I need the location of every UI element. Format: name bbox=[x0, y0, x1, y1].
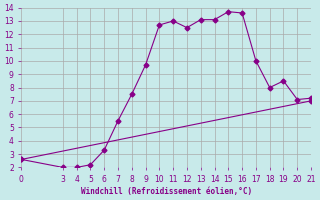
X-axis label: Windchill (Refroidissement éolien,°C): Windchill (Refroidissement éolien,°C) bbox=[81, 187, 252, 196]
